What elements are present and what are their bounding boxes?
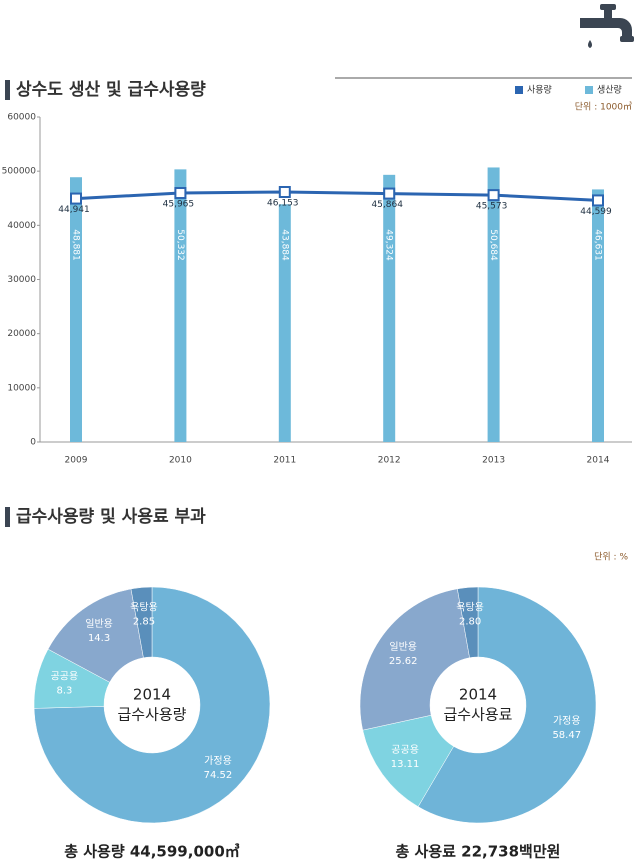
slice-value-label: 13.11 [391, 759, 420, 770]
x-tick-label: 2011 [273, 456, 296, 466]
slice-label: 공공용 [391, 744, 419, 756]
line-marker [592, 194, 604, 207]
line [75, 190, 599, 202]
slice-value-label: 14.3 [88, 633, 110, 644]
legend-label: 생산량 [597, 84, 622, 96]
line-marker [174, 187, 187, 200]
title-marker [5, 80, 10, 100]
slice-label: 욕탕용 [130, 601, 158, 613]
donut-slice [359, 588, 470, 731]
bar [174, 169, 187, 442]
title-marker [5, 507, 10, 527]
chart-title: 상수도 생산 및 급수사용량 [16, 80, 206, 100]
line-marker [383, 187, 396, 200]
slice-label: 공공용 [51, 670, 79, 682]
bar [383, 174, 396, 442]
line-value-label: 45,864 [371, 200, 403, 210]
y-tick-label: 30000 [7, 275, 36, 285]
slice-label: 가정용 [204, 755, 232, 767]
slice-value-label: 8.3 [56, 685, 72, 696]
total-label: 총 사용료 22,738백만원 [396, 843, 561, 861]
slice-value-label: 2.85 [133, 616, 155, 627]
line-marker [278, 186, 291, 199]
x-tick-label: 2013 [482, 456, 505, 466]
slice-value-label: 74.52 [204, 770, 233, 781]
slice-label: 가정용 [553, 715, 581, 727]
slice-label: 일반용 [389, 641, 417, 653]
x-tick-label: 2009 [65, 456, 88, 466]
y-tick-label: 500000 [2, 167, 37, 177]
y-tick-label: 40000 [7, 221, 36, 231]
legend-swatch [515, 86, 523, 94]
y-tick-label: 10000 [7, 383, 36, 393]
x-tick-label: 2012 [378, 456, 401, 466]
line-marker [70, 192, 82, 205]
slice-value-label: 2.80 [459, 616, 481, 627]
bar-value-label: 49,324 [384, 229, 394, 261]
center-label: 급수사용료 [443, 706, 512, 724]
slice-label: 욕탕용 [456, 601, 484, 613]
line-value-label: 45,573 [476, 202, 508, 212]
donut-slice [33, 586, 271, 824]
y-tick-label: 60000 [7, 113, 36, 123]
center-label: 2014 [459, 686, 497, 704]
unit-label: 단위 : 1000㎥ [575, 102, 632, 113]
slice-value-label: 25.62 [389, 656, 418, 667]
bar-value-label: 50,332 [175, 229, 185, 261]
slice-label: 일반용 [85, 618, 113, 630]
donut-slice [417, 586, 597, 824]
slice-value-label: 58.47 [552, 730, 581, 741]
line-value-label: 45,965 [163, 200, 195, 210]
y-tick-label: 20000 [7, 329, 36, 339]
donut-slice [457, 586, 479, 659]
bar-value-label: 46,631 [593, 229, 603, 261]
section-title: 급수사용량 및 사용료 부과 [16, 507, 206, 527]
x-tick-label: 2014 [587, 456, 610, 466]
center-label: 급수사용량 [117, 706, 186, 724]
bar [278, 204, 291, 442]
legend-label: 사용량 [527, 84, 552, 96]
bar-value-label: 50,684 [488, 229, 498, 261]
line-value-label: 44,599 [580, 207, 612, 217]
y-tick-label: 0 [30, 438, 36, 448]
unit-label: 단위 : % [594, 552, 628, 563]
bar [70, 177, 82, 443]
line-marker [487, 189, 500, 202]
bar [487, 167, 500, 442]
center-label: 2014 [133, 686, 171, 704]
x-tick-label: 2010 [169, 456, 192, 466]
donut-slice [130, 586, 153, 659]
line-value-label: 44,941 [58, 205, 90, 215]
total-label: 총 사용량 44,599,000㎥ [64, 843, 240, 861]
bar-value-label: 43,884 [279, 229, 289, 261]
faucet-icon [580, 4, 634, 48]
bar [592, 189, 604, 442]
bar-value-label: 48,881 [71, 229, 81, 261]
line-value-label: 46,153 [267, 199, 299, 209]
legend-swatch [585, 86, 593, 94]
